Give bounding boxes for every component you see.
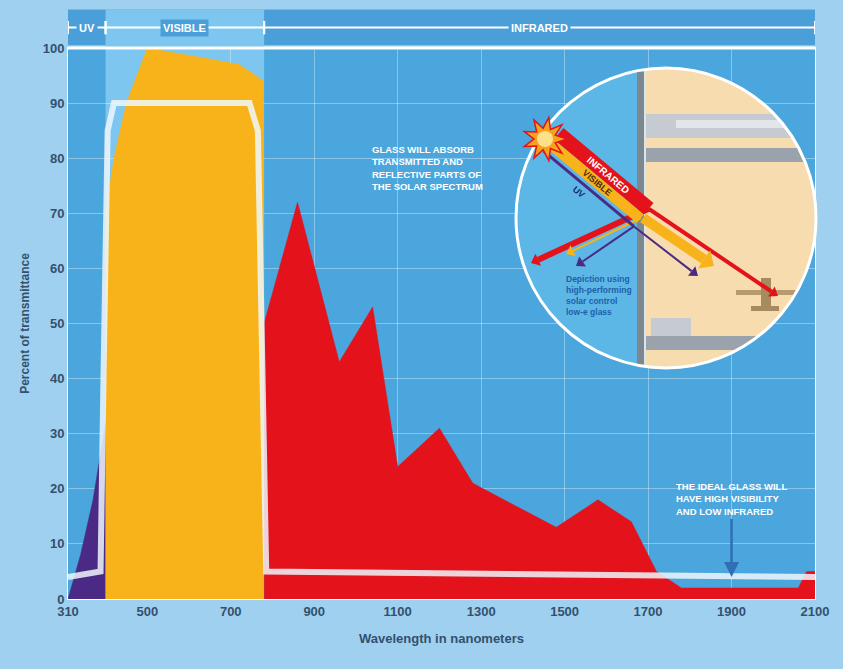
svg-text:40: 40 (50, 371, 64, 386)
svg-text:1300: 1300 (467, 604, 496, 619)
svg-text:INFRARED: INFRARED (585, 154, 632, 196)
svg-text:500: 500 (136, 604, 158, 619)
svg-text:UV: UV (79, 22, 95, 34)
svg-text:GLASS WILL ABSORBTRANSMITTED A: GLASS WILL ABSORBTRANSMITTED ANDREFLECTI… (372, 144, 483, 192)
svg-text:70: 70 (50, 206, 64, 221)
svg-text:60: 60 (50, 261, 64, 276)
svg-text:THE IDEAL GLASS WILLHAVE HIGH: THE IDEAL GLASS WILLHAVE HIGH VISIBILITY… (676, 481, 787, 517)
svg-text:Percent of transmittance: Percent of transmittance (18, 253, 32, 394)
svg-text:1700: 1700 (634, 604, 663, 619)
svg-text:20: 20 (50, 481, 64, 496)
svg-text:10: 10 (50, 536, 64, 551)
svg-text:2100: 2100 (801, 604, 830, 619)
svg-text:80: 80 (50, 151, 64, 166)
svg-text:Wavelength in nanometers: Wavelength in nanometers (359, 631, 524, 646)
svg-text:50: 50 (50, 316, 64, 331)
svg-text:1900: 1900 (717, 604, 746, 619)
svg-text:Depiction usinghigh-performing: Depiction usinghigh-performingsolar cont… (566, 274, 632, 317)
svg-text:0: 0 (57, 592, 64, 607)
svg-text:VISIBLE: VISIBLE (163, 22, 206, 34)
svg-text:VISIBLE: VISIBLE (581, 168, 614, 198)
svg-text:INFRARED: INFRARED (511, 22, 568, 34)
svg-text:UV: UV (571, 184, 587, 200)
svg-text:90: 90 (50, 96, 64, 111)
svg-text:310: 310 (57, 604, 79, 619)
svg-text:30: 30 (50, 426, 64, 441)
svg-text:1500: 1500 (550, 604, 579, 619)
svg-text:900: 900 (303, 604, 325, 619)
svg-text:100: 100 (43, 41, 65, 56)
svg-text:1100: 1100 (384, 604, 412, 619)
svg-text:700: 700 (220, 604, 242, 619)
